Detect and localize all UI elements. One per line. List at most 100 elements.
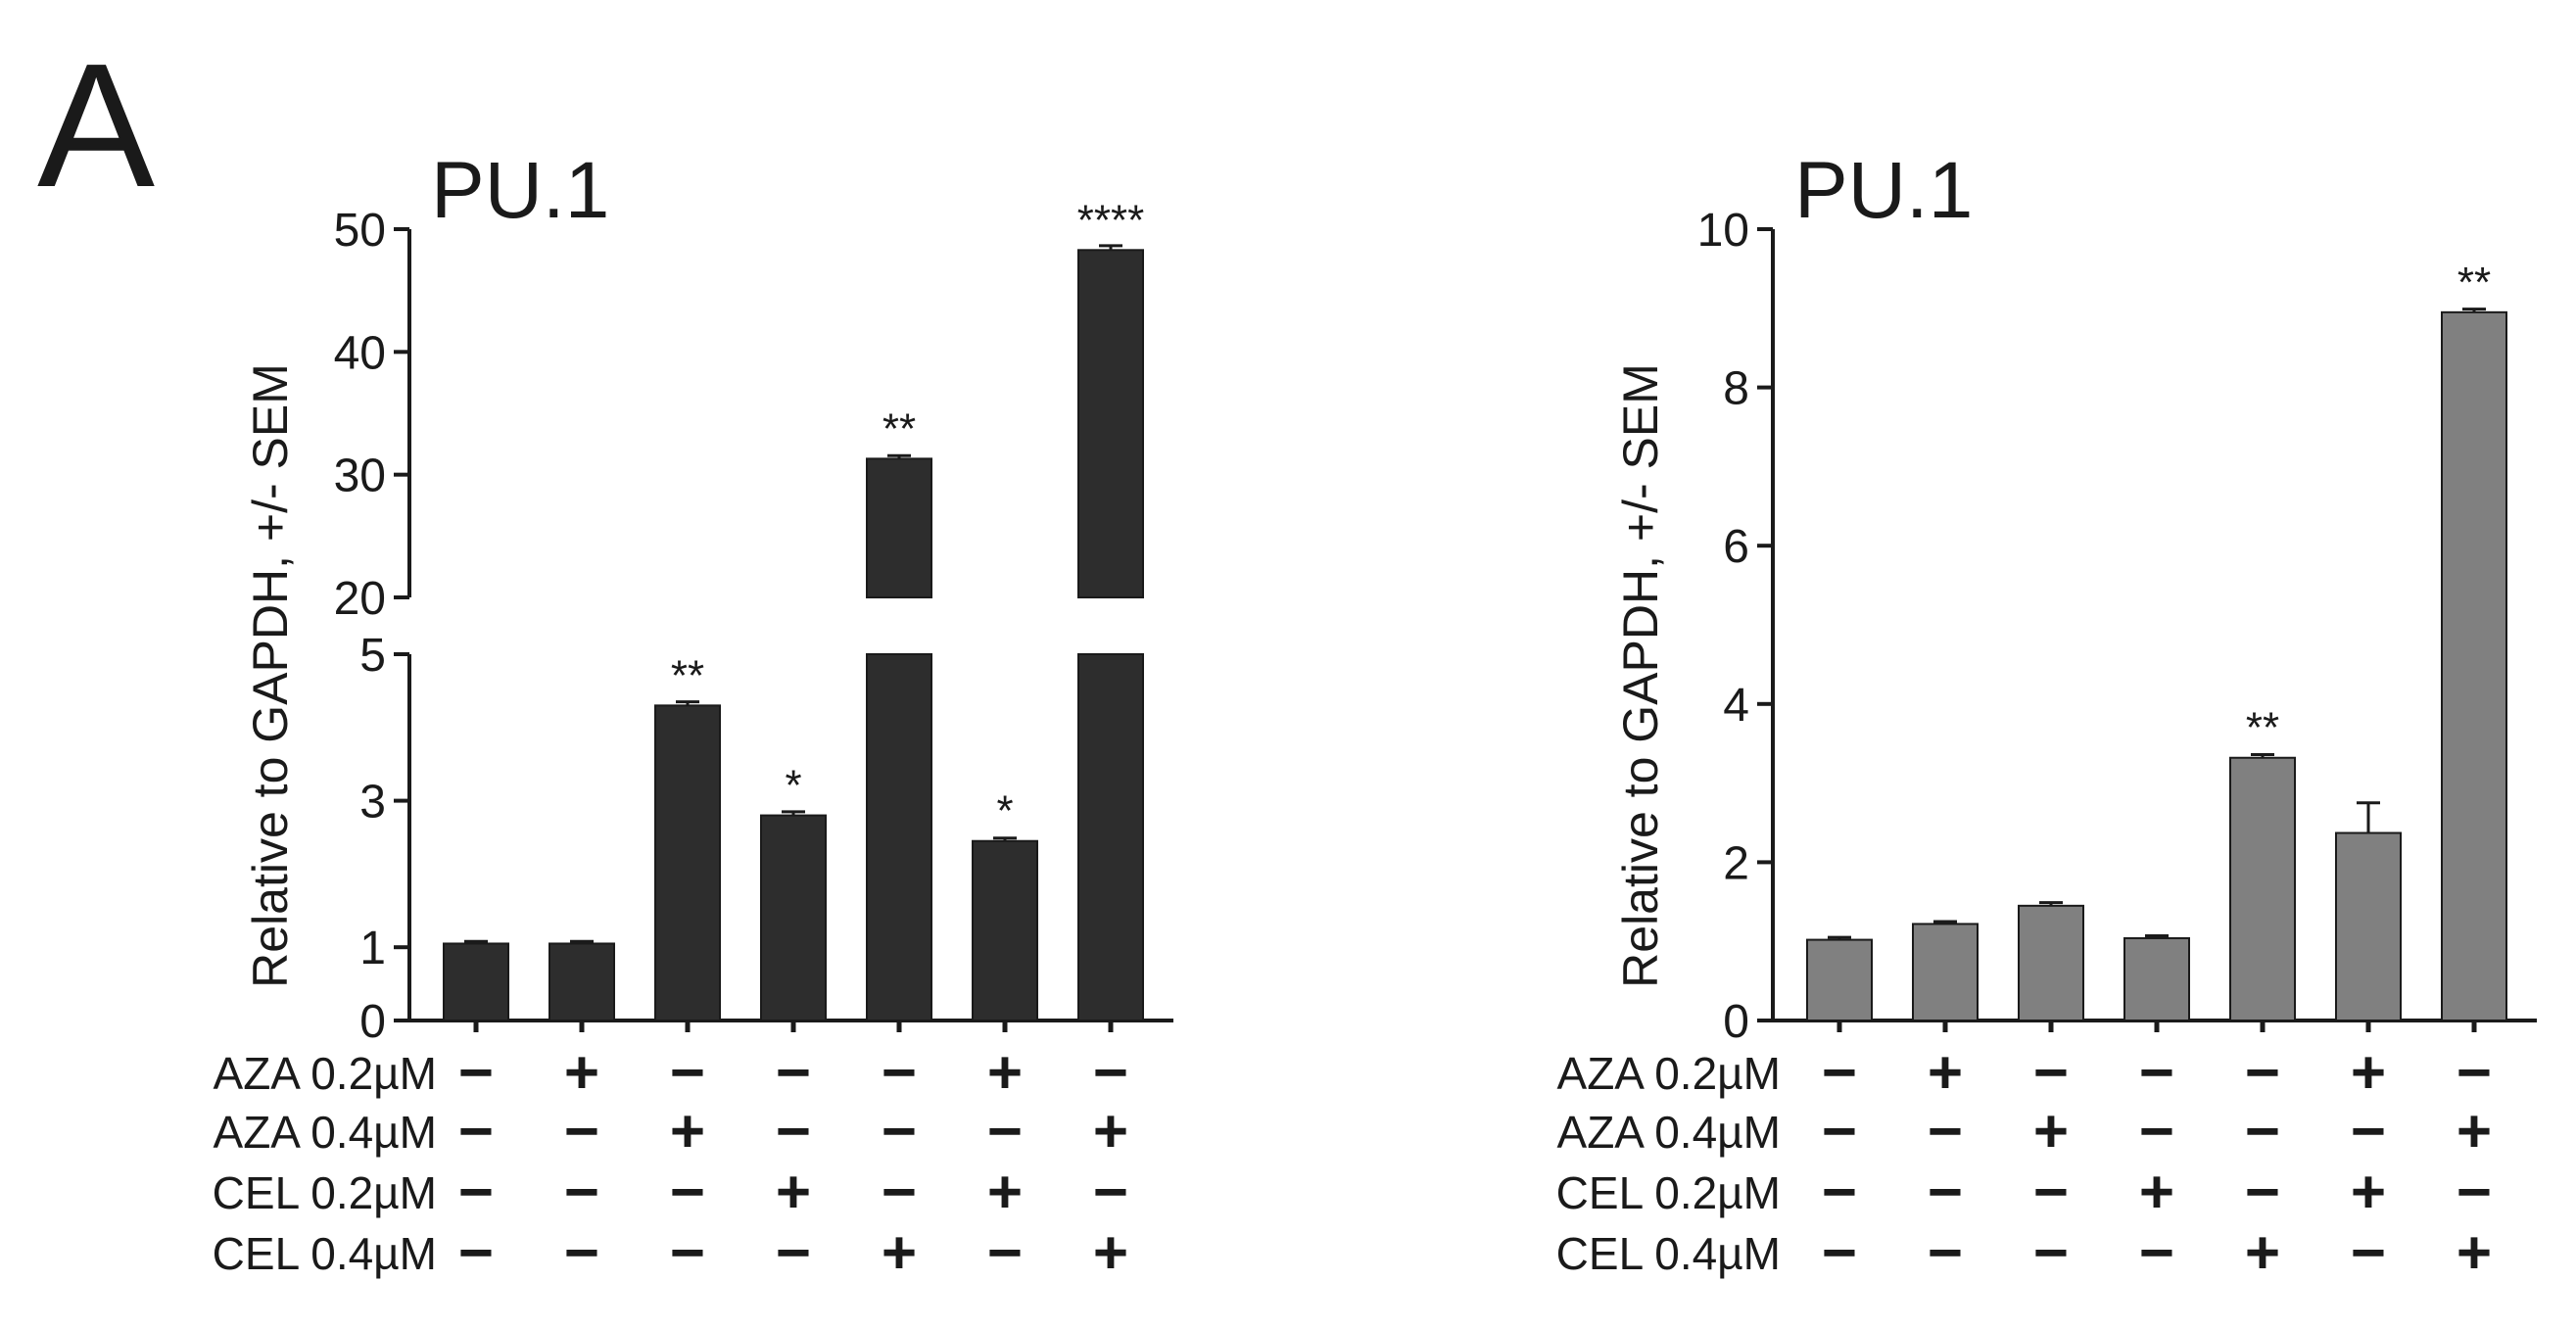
y-tick-label: 4 [1723,680,1749,732]
chart-left-title: PU.1 [431,146,609,235]
treatment-sign: − [1928,1219,1963,1287]
treatment-sign: − [2139,1219,2174,1287]
panel-label: A [37,27,155,224]
significance-label: ** [883,404,916,452]
y-tick-label: 10 [1697,205,1749,257]
bar [549,942,615,1022]
bar [2123,936,2190,1022]
treatment-row-label: AZA 0.4µM [1557,1107,1781,1158]
y-tick-label: 8 [1723,363,1749,415]
chart-right: PU.1 Relative to GAPDH, +/- SEM 0 2 4 6 8 10 *… [1556,146,2537,1287]
treatment-row-label: AZA 0.4µM [214,1107,437,1158]
significance-label: **** [1077,196,1145,244]
y-tick-label: 20 [334,573,386,625]
y-tick-label: 2 [1723,837,1749,889]
y-tick-label: 0 [1723,996,1749,1048]
bar [2229,756,2296,1022]
treatment-sign: − [2139,1039,2174,1107]
treatment-sign: − [564,1159,599,1226]
chart-right-title: PU.1 [1794,146,1973,235]
treatment-sign: − [670,1039,705,1107]
treatment-sign: − [564,1098,599,1165]
bar-upper-segment [1077,249,1144,598]
chart-left-y-axis-label: Relative to GAPDH, +/- SEM [243,363,298,988]
treatment-sign: − [458,1219,494,1287]
y-tick-label: 50 [334,205,386,257]
treatment-sign: − [1093,1039,1128,1107]
treatment-sign: + [2033,1098,2069,1165]
treatment-sign: − [776,1039,811,1107]
treatment-sign: − [987,1219,1023,1287]
treatment-sign: − [1928,1098,1963,1165]
treatment-sign: − [2351,1098,2386,1165]
y-tick-label: 0 [359,996,386,1048]
bar [443,942,509,1022]
y-tick-label: 30 [334,451,386,502]
bar [760,814,827,1021]
treatment-row-label: AZA 0.2µM [1557,1048,1781,1099]
y-tick-label: 6 [1723,521,1749,573]
treatment-sign: − [458,1039,494,1107]
significance-label: * [785,762,801,810]
y-tick-label: 40 [334,327,386,379]
treatment-sign: + [2351,1039,2386,1107]
treatment-sign: + [2245,1219,2280,1287]
treatment-sign: − [670,1159,705,1226]
treatment-sign: − [1822,1159,1857,1226]
treatment-row-label: CEL 0.4µM [213,1228,437,1279]
treatment-sign: − [882,1159,917,1226]
significance-label: ** [2246,704,2279,752]
treatment-row-label: CEL 0.2µM [1556,1167,1781,1218]
bar-lower-segment [866,653,932,1021]
y-tick-label: 5 [359,630,386,682]
treatment-sign: + [987,1159,1023,1226]
treatment-sign: − [2033,1159,2069,1226]
treatment-sign: − [2457,1159,2492,1226]
treatment-sign: − [776,1219,811,1287]
treatment-sign: − [564,1219,599,1287]
treatment-sign: − [987,1098,1023,1165]
bar [1912,923,1979,1022]
treatment-sign: + [2351,1159,2386,1226]
treatment-sign: − [2033,1219,2069,1287]
treatment-sign: − [1928,1159,1963,1226]
treatment-row-label: CEL 0.4µM [1556,1228,1781,1279]
treatment-sign: − [458,1098,494,1165]
bar-lower-segment [1077,653,1144,1021]
treatment-sign: + [2457,1098,2492,1165]
treatment-sign: − [2139,1098,2174,1165]
significance-label: ** [2457,259,2491,307]
treatment-sign: − [2033,1039,2069,1107]
treatment-sign: − [882,1039,917,1107]
treatment-sign: + [882,1219,917,1287]
treatment-sign: + [987,1039,1023,1107]
treatment-sign: + [1093,1219,1128,1287]
treatment-sign: − [1093,1159,1128,1226]
significance-label: * [996,787,1013,835]
bar [2441,310,2507,1021]
bar [2335,831,2402,1022]
treatment-sign: + [670,1098,705,1165]
bar [2018,904,2084,1022]
treatment-sign: − [2245,1098,2280,1165]
treatment-sign: − [2351,1219,2386,1287]
treatment-sign: − [1822,1219,1857,1287]
treatment-sign: − [2245,1039,2280,1107]
treatment-sign: + [564,1039,599,1107]
treatment-sign: − [2245,1159,2280,1226]
treatment-sign: − [458,1159,494,1226]
treatment-sign: + [2457,1219,2492,1287]
significance-label: ** [671,651,704,699]
bar [654,704,721,1021]
treatment-sign: − [776,1098,811,1165]
treatment-sign: + [2139,1159,2174,1226]
bar [1806,938,1873,1021]
treatment-row-label: AZA 0.2µM [214,1048,437,1099]
treatment-sign: + [1928,1039,1963,1107]
treatment-sign: − [882,1098,917,1165]
treatment-sign: − [2457,1039,2492,1107]
treatment-sign: + [1093,1098,1128,1165]
bar-upper-segment [866,457,932,598]
chart-right-y-axis-label: Relative to GAPDH, +/- SEM [1613,363,1668,988]
